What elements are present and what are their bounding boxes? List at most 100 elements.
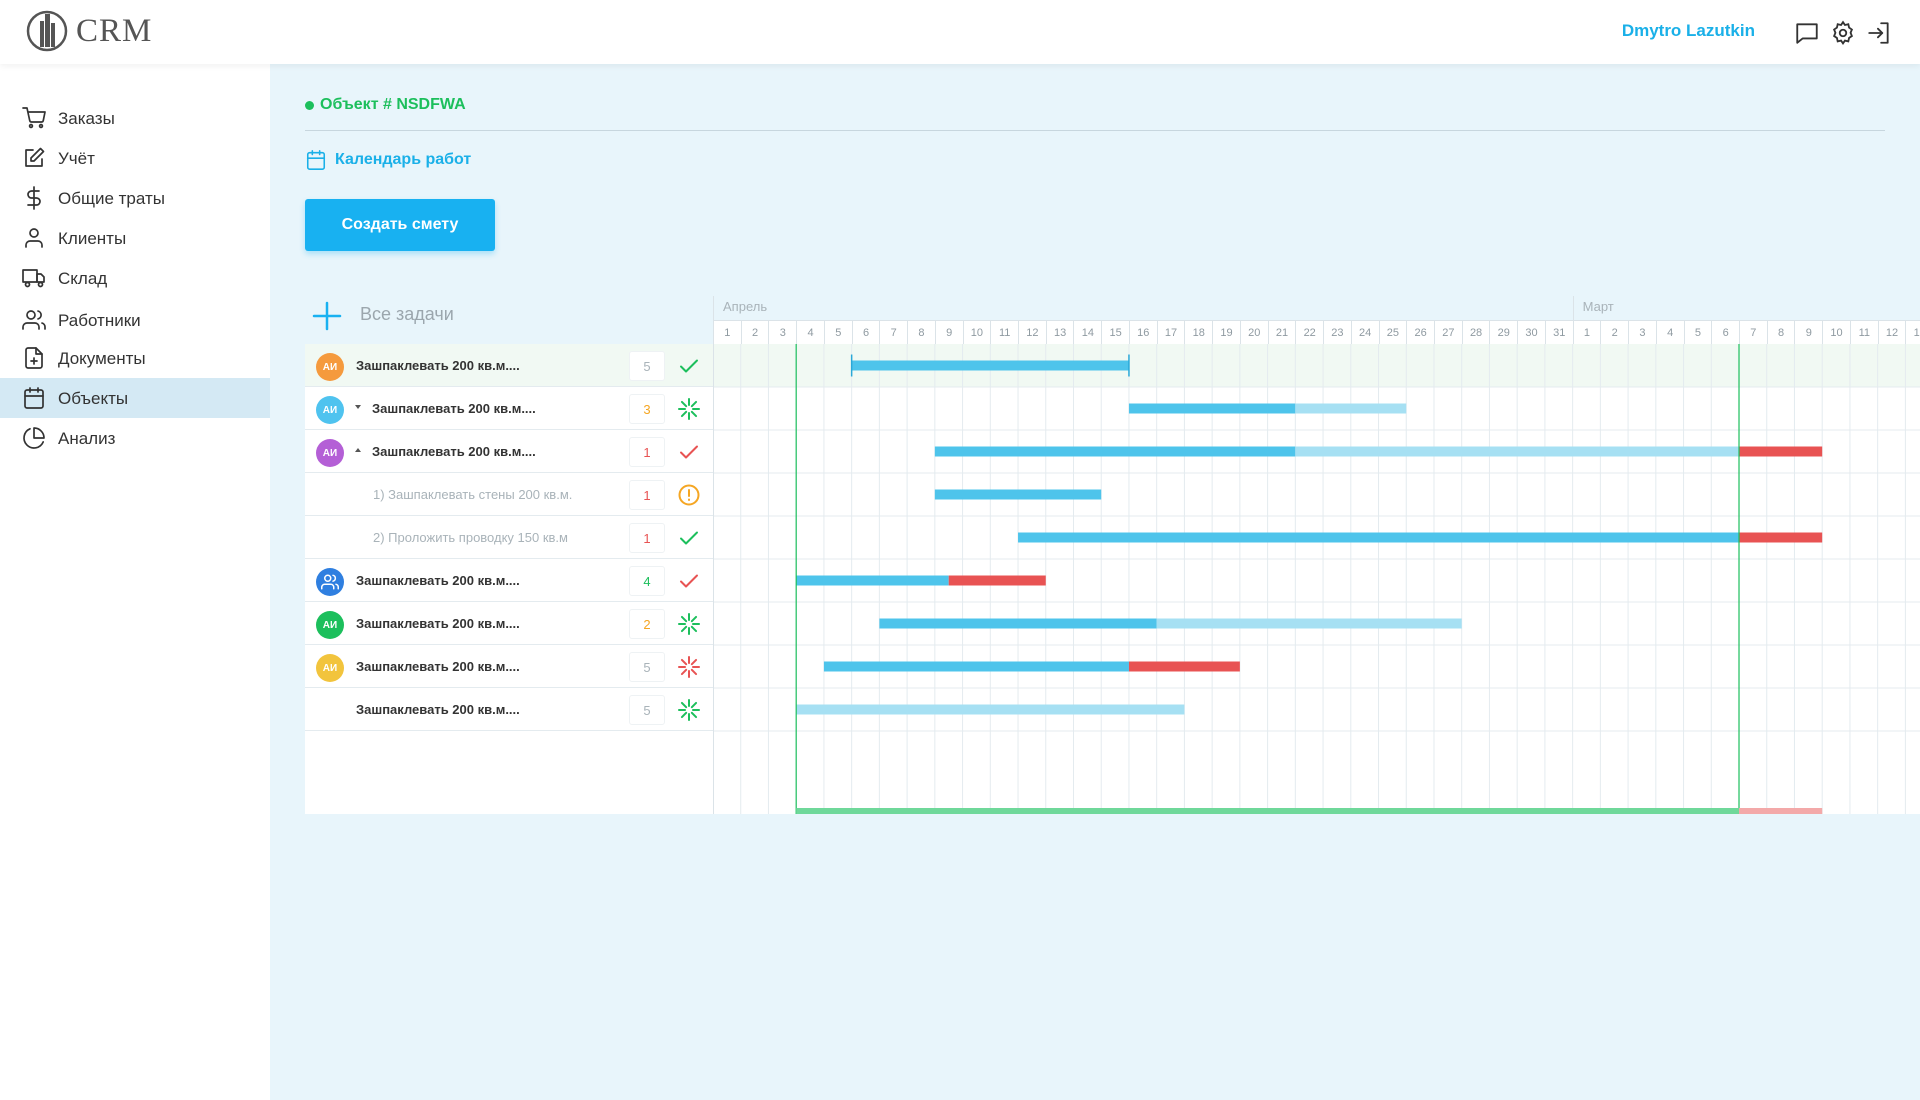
task-row[interactable]: Зашпаклевать 200 кв.м.... 5 (305, 688, 713, 731)
day-cell: 4 (796, 320, 824, 344)
calendar-icon (24, 387, 44, 409)
avatar (316, 568, 344, 596)
day-cell: 10 (962, 320, 991, 344)
task-panel: Все задачи АИ Зашпаклевать 200 кв.м.... 5 А… (305, 296, 713, 814)
gantt-bar-done (1018, 532, 1740, 543)
day-cell: 2 (1600, 320, 1629, 344)
chat-icon[interactable] (1794, 20, 1820, 46)
day-cell: 1 (1572, 320, 1601, 344)
gantt-bar-done (1128, 403, 1296, 414)
check-icon (680, 445, 698, 459)
task-count-badge: 1 (629, 480, 665, 510)
avatar: АИ (316, 611, 344, 639)
object-title: Объект # NSDFWA (305, 96, 466, 114)
sidebar-item-label: Склад (58, 269, 108, 288)
task-row[interactable]: АИ Зашпаклевать 200 кв.м.... 5 (305, 645, 713, 688)
gantt-bar-overdue (1739, 446, 1823, 457)
sidebar-item-label: Общие траты (58, 189, 165, 208)
task-name: Зашпаклевать 200 кв.м.... (356, 659, 520, 674)
day-cell: 4 (1655, 320, 1684, 344)
truck-icon (22, 269, 45, 288)
day-cell: 26 (1406, 320, 1434, 344)
sidebar-item-workers[interactable]: Работники (0, 300, 270, 340)
month-separator (1572, 296, 1574, 320)
day-cell: 21 (1267, 320, 1296, 344)
sidebar-item-documents[interactable]: Документы (0, 338, 270, 378)
sidebar-item-clients[interactable]: Клиенты (0, 218, 270, 258)
alert-icon (678, 484, 700, 506)
task-count-badge: 5 (629, 695, 665, 725)
check-icon (680, 359, 698, 373)
day-cell: 10 (1822, 320, 1850, 344)
subtask-row[interactable]: 1) Зашпаклевать стены 200 кв.м. 1 (305, 473, 713, 516)
task-row[interactable]: АИ Зашпаклевать 200 кв.м.... 5 (305, 344, 713, 387)
day-header-row: 1 2 3 4 5 6 7 8 9 10 11 12 13 14 15 16 17 18 19 20 21 22 23 24 2… (713, 320, 1920, 344)
collapse-caret-icon[interactable] (355, 448, 361, 452)
task-row[interactable]: Зашпаклевать 200 кв.м.... 4 (305, 559, 713, 602)
top-header: CRM Dmytro Lazutkin (0, 0, 1920, 64)
task-count-badge: 1 (629, 437, 665, 467)
gantt-bar-planned (1295, 446, 1740, 457)
all-tasks-label: Все задачи (360, 304, 454, 324)
sidebar-item-expenses[interactable]: Общие траты (0, 178, 270, 218)
sidebar-item-objects[interactable]: Объекты (0, 378, 270, 418)
gantt-grid-svg (713, 344, 1920, 814)
subtask-row[interactable]: 2) Проложить проводку 150 кв.м 1 (305, 516, 713, 559)
task-row[interactable]: АИ Зашпаклевать 200 кв.м.... 1 (305, 430, 713, 473)
gear-icon[interactable] (1830, 20, 1856, 46)
gantt-bar-done (934, 489, 1102, 500)
user-icon (25, 228, 43, 248)
day-cell: 18 (1184, 320, 1213, 344)
task-list-header: Все задачи (305, 296, 713, 344)
loading-icon (678, 656, 700, 678)
day-cell: 3 (1628, 320, 1656, 344)
sidebar-item-label: Анализ (58, 429, 116, 448)
gantt-bar-planned (796, 704, 1185, 715)
task-count-badge: 4 (629, 566, 665, 596)
sidebar-item-accounting[interactable]: Учёт (0, 138, 270, 178)
create-estimate-button[interactable]: Создать смету (305, 199, 495, 251)
check-icon (680, 574, 698, 588)
avatar: АИ (316, 654, 344, 682)
avatar: АИ (316, 353, 344, 381)
sidebar-item-orders[interactable]: Заказы (0, 98, 270, 138)
task-name: Зашпаклевать 200 кв.м.... (356, 702, 520, 717)
add-task-icon[interactable] (311, 300, 343, 332)
day-cell: 1 (713, 320, 741, 344)
day-cell: 19 (1212, 320, 1240, 344)
day-cell: 11 (990, 320, 1019, 344)
main-content: Объект # NSDFWA Календарь работ Создать … (270, 64, 1920, 1100)
user-name-link[interactable]: Dmytro Lazutkin (1621, 21, 1755, 40)
logo[interactable]: CRM (26, 9, 152, 53)
gantt-bar-overdue (1739, 532, 1823, 543)
gantt-bar-overdue (948, 575, 1046, 586)
month-label: Апрель (723, 299, 768, 314)
logout-icon[interactable] (1866, 20, 1892, 46)
gantt-grid (713, 344, 1920, 814)
sidebar-item-warehouse[interactable]: Склад (0, 258, 270, 298)
day-cell: 17 (1156, 320, 1185, 344)
day-cell: 2 (740, 320, 769, 344)
gantt-bar-planned (1295, 403, 1407, 414)
day-cell: 25 (1378, 320, 1407, 344)
cart-icon (22, 107, 46, 129)
task-count-badge: 3 (629, 394, 665, 424)
work-calendar-link[interactable]: Календарь работ (305, 149, 471, 171)
gantt-bar-overdue (1128, 661, 1240, 672)
building-logo-icon (26, 10, 68, 52)
day-cell: 8 (907, 320, 935, 344)
sidebar-item-analysis[interactable]: Анализ (0, 418, 270, 458)
status-dot (305, 100, 314, 110)
task-row[interactable]: АИ Зашпаклевать 200 кв.м.... 2 (305, 602, 713, 645)
task-name: Зашпаклевать 200 кв.м.... (356, 616, 520, 631)
task-count-badge: 5 (629, 351, 665, 381)
expand-caret-icon[interactable] (355, 405, 361, 409)
project-progress-bar (796, 808, 1740, 814)
timeline-left-border (713, 296, 714, 814)
day-cell: 16 (1128, 320, 1157, 344)
sidebar-item-label: Клиенты (58, 229, 127, 248)
task-row[interactable]: АИ Зашпаклевать 200 кв.м.... 3 (305, 387, 713, 430)
day-cell: 12 (1877, 320, 1906, 344)
day-cell: 22 (1295, 320, 1324, 344)
